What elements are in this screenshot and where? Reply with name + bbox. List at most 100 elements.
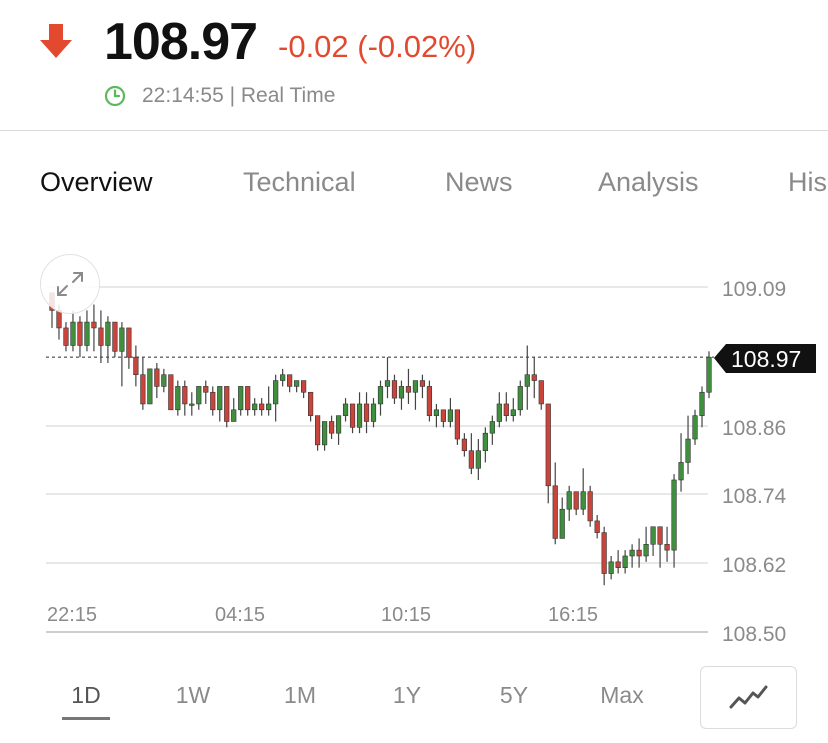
candle [692, 409, 698, 445]
candle [196, 386, 202, 410]
candle-body [70, 321, 76, 346]
range-1y[interactable]: 1Y [392, 682, 422, 708]
candle-body [608, 561, 614, 574]
candle [126, 327, 132, 369]
tab-overview[interactable]: Overview [40, 167, 153, 197]
quote-timestamp: 22:14:55 | Real Time [142, 84, 336, 107]
y-tick-label: 108.50 [722, 623, 786, 646]
candle-body [294, 380, 300, 387]
x-tick-label: 10:15 [381, 604, 431, 626]
tab-news[interactable]: News [445, 167, 513, 197]
candle-body [342, 403, 349, 416]
clock-icon [104, 85, 126, 107]
candle-body [168, 374, 174, 411]
chart-type-button[interactable] [700, 666, 797, 729]
candle-body [77, 321, 83, 346]
candle-body [175, 386, 181, 411]
candle [140, 357, 146, 410]
candle-body [112, 321, 118, 352]
candle-body [301, 380, 307, 393]
candle [119, 322, 125, 387]
candle [308, 391, 314, 422]
candle-body [147, 368, 153, 405]
candle-body [692, 415, 698, 440]
last-price: 108.97 [104, 13, 258, 71]
range-5y[interactable]: 5Y [499, 682, 529, 708]
candle-body [524, 374, 530, 387]
quote-header: 108.97 -0.02 (-0.02%) 22:14:55 | Real Ti… [0, 0, 828, 130]
candle-body [405, 386, 412, 393]
x-axis-ticks: 22:15 04:15 10:15 16:15 [47, 604, 598, 626]
candle [671, 474, 677, 568]
candle [566, 485, 572, 521]
candle-body [98, 327, 104, 346]
candle-body [566, 491, 572, 510]
candle [301, 380, 307, 399]
candle-body [482, 432, 488, 452]
candle [419, 374, 426, 399]
candle-body [531, 374, 537, 381]
tab-historical[interactable]: His [788, 167, 827, 197]
candle-body [189, 403, 195, 406]
candle [594, 515, 600, 539]
candle [482, 427, 488, 463]
price-tag-background [714, 344, 816, 373]
candle [384, 357, 391, 399]
candle-body [308, 391, 314, 416]
candle-body [412, 380, 419, 393]
candle-body [538, 380, 544, 405]
candle-body [461, 438, 467, 452]
candle [405, 368, 412, 404]
candle [657, 526, 663, 568]
range-max[interactable]: Max [600, 682, 644, 708]
range-1m[interactable]: 1M [284, 682, 316, 708]
candle [377, 380, 384, 416]
candle [182, 380, 188, 416]
candle [154, 363, 160, 399]
line-chart-icon [729, 685, 768, 709]
candle-body [601, 532, 607, 574]
candle [266, 386, 272, 416]
price-change: -0.02 (-0.02%) [278, 29, 477, 64]
tab-technical[interactable]: Technical [243, 167, 356, 197]
candle [615, 550, 621, 574]
candle-body [517, 386, 523, 411]
price-chart[interactable]: 109.09 108.86 108.74 108.62 108.50 22:15… [0, 229, 828, 738]
candle [91, 304, 97, 352]
candle [280, 368, 286, 387]
candle [636, 538, 642, 568]
candle-body [510, 409, 516, 416]
expand-chart-button[interactable] [40, 254, 100, 314]
candle [363, 392, 370, 434]
candle-body [587, 491, 593, 522]
candle-body [328, 421, 335, 434]
range-1w[interactable]: 1W [175, 682, 211, 708]
candle-body [287, 374, 293, 387]
candle [70, 310, 76, 352]
chart-area: 109.09 108.86 108.74 108.62 108.50 22:15… [0, 229, 828, 738]
candle [468, 433, 474, 475]
candle [314, 415, 321, 451]
tab-bar: Overview Technical News Analysis His [0, 131, 828, 229]
candle [517, 380, 523, 416]
candle-body [552, 485, 558, 539]
range-1d[interactable]: 1D [71, 682, 101, 708]
candle-body [685, 438, 691, 463]
candle-body [154, 368, 160, 387]
candle [447, 398, 453, 428]
candle-body [573, 491, 579, 510]
candle-body [594, 520, 600, 533]
candle-body [559, 508, 565, 539]
candle [224, 386, 230, 428]
candle [161, 368, 167, 393]
candle-body [266, 403, 272, 411]
candle-body [210, 391, 216, 411]
candle-body [161, 374, 167, 387]
candle-body [231, 409, 237, 422]
tab-analysis[interactable]: Analysis [598, 167, 699, 197]
candle-body [335, 415, 342, 434]
candle-body [196, 386, 202, 405]
candle-body [349, 403, 356, 428]
candle-body [650, 526, 656, 545]
candle [629, 544, 635, 568]
